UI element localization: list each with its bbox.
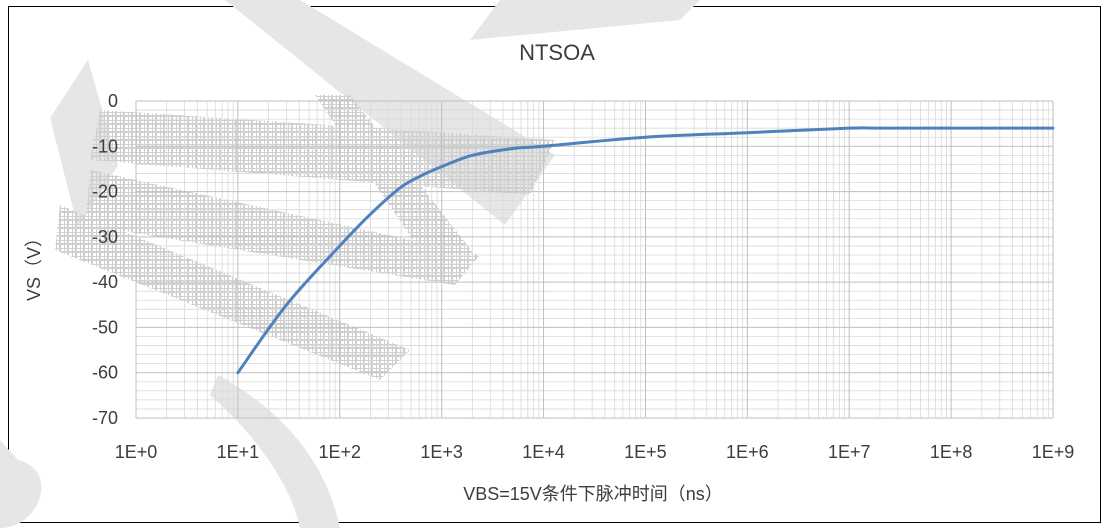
x-tick-label: 1E+3 xyxy=(420,442,463,462)
y-tick-label: -50 xyxy=(92,317,118,337)
y-tick-label: -20 xyxy=(92,182,118,202)
x-tick-label: 1E+9 xyxy=(1032,442,1075,462)
grid-layer xyxy=(135,100,1054,419)
x-tick-label: 1E+0 xyxy=(115,442,158,462)
y-tick-label: -30 xyxy=(92,227,118,247)
x-tick-label: 1E+2 xyxy=(319,442,362,462)
watermark-swoosh-bottom xyxy=(210,375,340,528)
x-tick-label: 1E+8 xyxy=(930,442,973,462)
x-tick-label: 1E+4 xyxy=(522,442,565,462)
x-tick-label: 1E+6 xyxy=(726,442,769,462)
series-line xyxy=(236,126,1055,375)
x-axis-title: VBS=15V条件下脉冲时间（ns） xyxy=(463,484,723,504)
y-tick-label: 0 xyxy=(108,91,118,111)
y-tick-label: -60 xyxy=(92,363,118,383)
watermark-band-4 xyxy=(315,95,475,280)
y-axis-title: VS（V） xyxy=(24,229,44,301)
watermark-swoosh-top-right xyxy=(470,0,700,40)
x-tick-labels: 1E+0 1E+1 1E+2 1E+3 1E+4 1E+5 1E+6 1E+7 1E+8 1E+9 xyxy=(115,442,1075,462)
x-tick-label: 1E+7 xyxy=(828,442,871,462)
x-tick-label: 1E+1 xyxy=(217,442,260,462)
y-tick-label: -70 xyxy=(92,408,118,428)
y-tick-labels: 0 -10 -20 -30 -40 -50 -60 -70 xyxy=(92,91,118,428)
y-tick-label: -40 xyxy=(92,272,118,292)
watermark-swoosh-bottom-left xyxy=(0,440,42,528)
x-tick-label: 1E+5 xyxy=(624,442,667,462)
y-tick-label: -10 xyxy=(92,136,118,156)
chart-title: NTSOA xyxy=(519,40,595,65)
series-layer xyxy=(236,126,1055,375)
